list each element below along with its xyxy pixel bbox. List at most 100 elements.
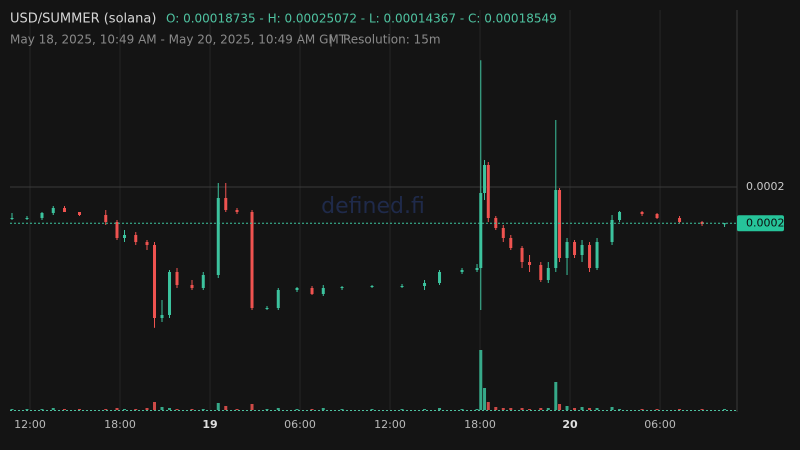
candle-body: [655, 214, 659, 218]
volume-bar: [10, 409, 14, 410]
volume-bar: [595, 408, 599, 410]
candle-body: [265, 308, 269, 309]
volume-bar: [423, 409, 427, 410]
candle-body: [51, 208, 55, 213]
x-tick-label: 06:00: [284, 418, 316, 431]
volume-bar: [123, 409, 127, 410]
volume-bar: [565, 406, 569, 410]
volume-bar: [310, 409, 314, 410]
candle-body: [310, 288, 314, 294]
volume-bar: [640, 409, 644, 410]
volume-bar: [250, 404, 254, 410]
volume-bar: [25, 409, 29, 410]
volume-bar: [460, 409, 464, 410]
candle-body: [558, 190, 562, 258]
candle-body: [190, 285, 194, 288]
volume-bar: [175, 409, 179, 410]
candle-body: [520, 248, 524, 262]
x-tick-label: 12:00: [374, 418, 406, 431]
volume-bar: [78, 409, 82, 410]
volume-bar: [588, 408, 592, 410]
candle-body: [438, 272, 442, 283]
volume-bar: [475, 409, 479, 410]
volume-bar: [190, 409, 194, 410]
candle-body: [235, 210, 239, 212]
candle-body: [78, 212, 82, 215]
volume-bar: [554, 382, 558, 410]
x-tick-label: 20: [562, 418, 578, 431]
volume-bar: [580, 407, 584, 410]
volume-bar: [340, 409, 344, 410]
volume-bar: [104, 409, 108, 410]
candle-body: [295, 288, 299, 290]
volume-bar: [134, 409, 138, 410]
volume-bar: [509, 408, 513, 410]
candle-body: [565, 242, 569, 258]
volume-bar: [370, 409, 374, 410]
last-price-label: 0.0002: [746, 216, 785, 229]
volume-bar: [483, 388, 487, 410]
volume-bar: [40, 409, 44, 410]
candle-body: [483, 165, 487, 193]
candle-body: [580, 245, 584, 255]
volume-bar: [295, 409, 299, 410]
candle-body: [595, 242, 599, 268]
candle-body: [460, 270, 464, 272]
volume-bar: [145, 408, 149, 410]
candle-body: [528, 262, 532, 265]
volume-bar: [321, 408, 325, 410]
volume-bar: [216, 403, 220, 410]
volume-bar: [558, 404, 562, 410]
candle-body: [104, 215, 108, 222]
volume-bar: [723, 409, 727, 410]
volume-bar: [520, 408, 524, 410]
candle-body: [340, 287, 344, 288]
volume-bar: [494, 407, 498, 410]
volume-bar: [528, 409, 532, 410]
volume-bar: [115, 408, 119, 410]
y-tick-label: 0.0002: [746, 180, 785, 193]
candle-body: [175, 272, 179, 285]
candle-body: [160, 315, 164, 318]
candle-body: [479, 193, 483, 268]
candle-body: [216, 198, 220, 275]
candle-body: [573, 242, 577, 255]
candle-body: [400, 286, 404, 287]
candle-body: [115, 222, 119, 238]
candle-body: [153, 245, 157, 318]
volume-bar: [486, 402, 490, 410]
candle-body: [588, 245, 592, 268]
candle-body: [501, 228, 505, 238]
x-tick-label: 06:00: [644, 418, 676, 431]
volume-bar: [655, 409, 659, 410]
volume-bar: [168, 408, 172, 410]
candle-body: [250, 212, 254, 308]
volume-bar: [573, 408, 577, 410]
volume-bar: [160, 407, 164, 410]
candle-body: [618, 212, 622, 220]
last-price-badge: [737, 215, 784, 232]
candle-body: [678, 218, 682, 222]
candle-body: [134, 235, 138, 242]
candle-body: [63, 208, 67, 212]
volume-bar: [153, 402, 157, 410]
chart-subtitle: May 18, 2025, 10:49 AM - May 20, 2025, 1…: [10, 33, 347, 47]
volume-bar: [546, 408, 550, 410]
candle-body: [168, 272, 172, 315]
x-tick-label: 19: [202, 418, 217, 431]
candle-body: [145, 242, 149, 245]
candle-body: [610, 220, 614, 242]
volume-bar: [678, 409, 682, 410]
volume-bar: [610, 407, 614, 410]
candle-body: [321, 288, 325, 294]
candle-body: [40, 213, 44, 218]
resolution: Resolution: 15m: [343, 33, 441, 47]
candle-body: [370, 286, 374, 287]
volume-bar: [265, 409, 269, 410]
candle-body: [276, 290, 280, 308]
volume-bar: [618, 409, 622, 410]
x-tick-label: 18:00: [464, 418, 496, 431]
chart-title: USD/SUMMER (solana): [10, 12, 156, 27]
